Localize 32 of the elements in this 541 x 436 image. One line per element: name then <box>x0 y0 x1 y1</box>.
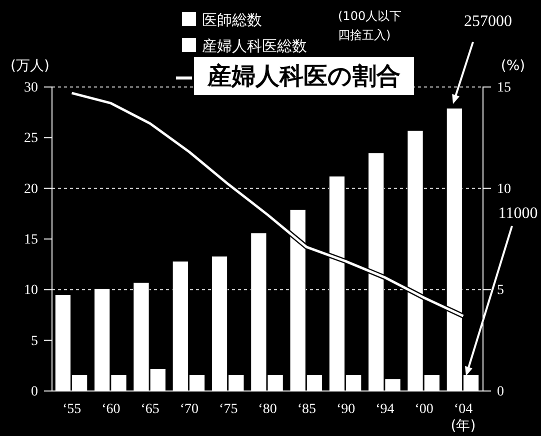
x-axis-title: (年) <box>450 418 476 434</box>
y-tick-label: 25 <box>24 131 38 146</box>
x-tick-label: ‘75 <box>219 402 238 417</box>
text: 257000 <box>464 13 512 30</box>
y-tick-label: 30 <box>24 80 38 96</box>
x-tick-label: ‘60 <box>102 402 120 417</box>
y-tick-label: 20 <box>24 182 38 197</box>
y-tick-label: 10 <box>24 283 38 298</box>
y2-axis-title: (%) <box>500 58 526 74</box>
y-tick-label: 5 <box>31 334 38 349</box>
text: (100人以下 <box>338 9 402 23</box>
y2-tick-label: 5 <box>497 283 504 298</box>
x-tick-label: ‘04 <box>454 402 473 417</box>
x-tick-label: ‘94 <box>376 402 394 417</box>
y2-tick-label: 15 <box>497 80 511 96</box>
y2-tick-label: 0 <box>497 384 504 400</box>
text: 11000 <box>498 205 538 222</box>
y2-tick-label: 10 <box>497 182 511 197</box>
x-tick-label: ‘90 <box>336 402 356 417</box>
x-tick-label: ‘70 <box>180 402 199 417</box>
legend-label: 医師総数 <box>202 11 262 29</box>
y-axis-title: (万人) <box>10 58 50 74</box>
x-tick-label: ‘00 <box>414 402 434 417</box>
text: 四捨五入) <box>338 28 391 42</box>
x-tick-label: ‘55 <box>62 402 82 417</box>
x-tick-label: ‘65 <box>140 402 160 417</box>
x-tick-label: ‘85 <box>297 402 316 417</box>
legend-label: 産婦人科医総数 <box>202 37 307 55</box>
y-tick-label: 0 <box>31 384 38 400</box>
y-tick-label: 15 <box>24 232 38 248</box>
x-tick-label: ‘80 <box>258 402 277 417</box>
legend-label: 産婦人科医の割合 <box>206 62 400 90</box>
